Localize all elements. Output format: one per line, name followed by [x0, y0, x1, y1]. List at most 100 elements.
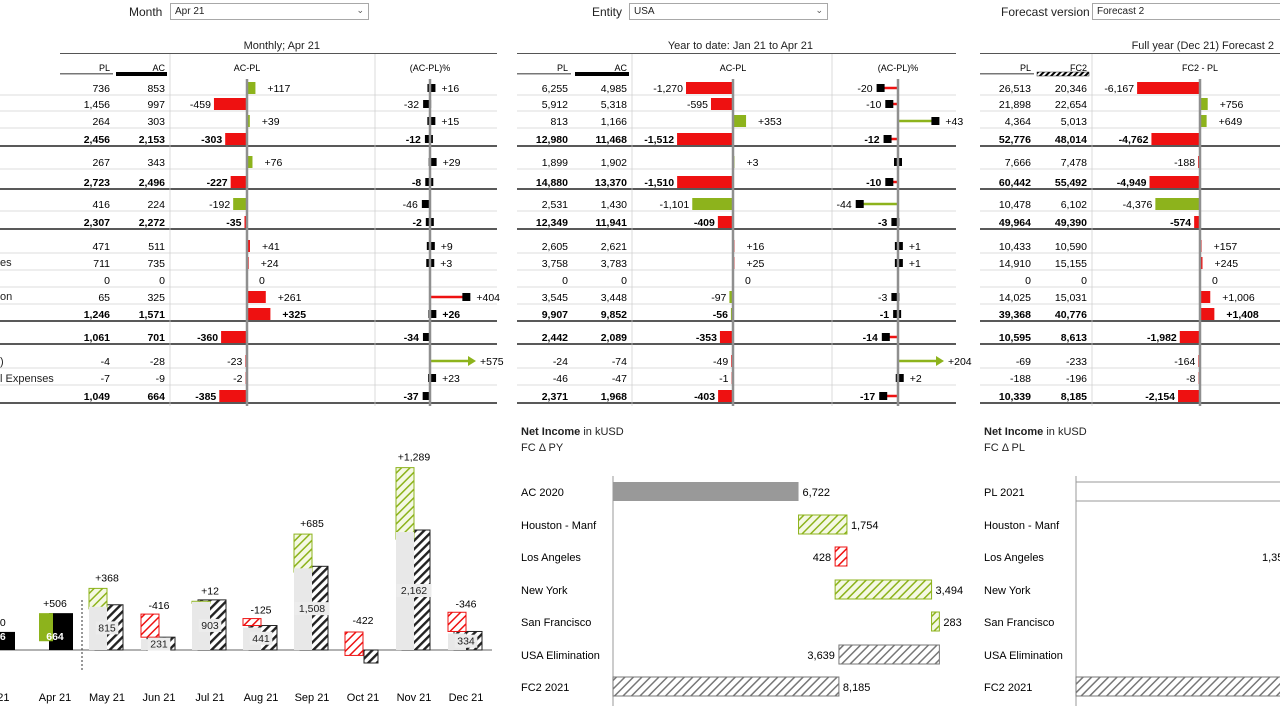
month-slicer[interactable]: Apr 21 ⌄ — [170, 3, 369, 20]
ac-value: 20,346 — [1055, 83, 1087, 95]
ac-value: 325 — [147, 292, 165, 304]
delta-label: -1 — [719, 373, 728, 385]
pl-marker — [980, 73, 1034, 75]
pct-label: -10 — [866, 99, 881, 111]
ac-value: 511 — [148, 241, 165, 253]
pct-arrowhead — [468, 356, 476, 366]
month-label: Oct 21 — [347, 692, 379, 704]
net-income-waterfall: AC 2020 6,722 Houston - Manf 1,754 Los Angel… — [521, 476, 963, 706]
delta-bar — [247, 308, 271, 320]
pct-label: +43 — [945, 116, 963, 128]
pl-value: 3,758 — [542, 258, 568, 270]
ac-bar — [0, 631, 15, 650]
delta-label: +353 — [758, 116, 782, 128]
delta-label: +506 — [43, 598, 67, 610]
waterfall-label: FC2 2021 — [984, 682, 1032, 694]
ac-value: 3,783 — [601, 258, 627, 270]
forecast-slicer[interactable]: Forecast 2 ⌄ — [1092, 3, 1280, 20]
waterfall-bar — [612, 676, 840, 697]
pl-marker — [517, 73, 571, 75]
waterfall-label: AC 2020 — [521, 487, 564, 499]
delta-label: +3 — [747, 157, 759, 169]
delta-bar — [677, 176, 733, 188]
variance-tables: PL AC AC-PL (AC-PL)% 736 853 +117 +16 1,456 997 -4… — [0, 54, 1280, 406]
delta-bar — [1200, 98, 1208, 110]
delta-bar — [247, 115, 250, 127]
waterfall-label: Houston - Manf — [984, 520, 1060, 532]
pct-pin-head — [422, 392, 431, 400]
pl-value: 3,545 — [542, 292, 568, 304]
delta-bar — [1200, 308, 1215, 320]
delta-label: -1,982 — [1147, 332, 1177, 344]
column-header-pct: (AC-PL)% — [410, 63, 451, 73]
pl-value: 26,513 — [999, 83, 1031, 95]
pl-value: 12,980 — [536, 134, 568, 146]
ac-value: 22,654 — [1055, 99, 1087, 111]
pl-value: -188 — [1010, 373, 1031, 385]
ac-value: 0 — [159, 275, 165, 287]
delta-label: -125 — [250, 605, 271, 617]
pl-value: 10,433 — [999, 241, 1031, 253]
pl-value: 0 — [562, 275, 568, 287]
waterfall-label: PL 2021 — [984, 487, 1025, 499]
pl-value: 10,595 — [999, 332, 1031, 344]
pl-value: 7,666 — [1005, 157, 1031, 169]
delta-label: 0 — [259, 275, 265, 287]
value-label: 815 — [98, 622, 116, 634]
net-income-waterfall-pl: PL 2021 Houston - Manf Los Angeles 1,35 New … — [984, 476, 1280, 706]
column-header-delta: AC-PL — [234, 63, 261, 73]
delta-bar — [219, 390, 247, 402]
delta-label: +157 — [1214, 241, 1238, 253]
pl-value: 0 — [1025, 275, 1031, 287]
column-header-ac: AC — [152, 63, 165, 73]
ac-value: 2,089 — [601, 332, 627, 344]
row-label: l Expenses — [0, 373, 54, 385]
value-label: 334 — [457, 636, 475, 648]
pl-value: 1,049 — [84, 391, 110, 403]
value-label: 664 — [46, 631, 64, 643]
delta-label: -56 — [713, 309, 728, 321]
delta-label: -35 — [226, 217, 241, 229]
chart-unit: in kUSD — [583, 426, 624, 438]
waterfall-value: 428 — [813, 552, 831, 564]
ac-value: 997 — [147, 99, 165, 111]
divider — [980, 53, 1280, 54]
ac-value: 3,448 — [601, 292, 627, 304]
delta-label: -1,510 — [644, 177, 674, 189]
variance-table: PL FC2 FC2 - PL 26,513 20,346 -6,167 21,898 22,… — [980, 54, 1280, 406]
value-label-bg — [454, 634, 478, 648]
value-label: 231 — [150, 639, 168, 651]
pl-value: 471 — [92, 241, 110, 253]
pl-value: 2,723 — [84, 177, 110, 189]
value-label: 2,162 — [401, 585, 427, 597]
ac-value: 11,468 — [595, 134, 627, 146]
value-label: 441 — [252, 633, 270, 645]
delta-label: +368 — [95, 572, 119, 584]
pl-value: 1,456 — [84, 99, 110, 111]
row-label: ) — [0, 356, 4, 368]
column-header-pl: PL — [99, 63, 110, 73]
entity-slicer[interactable]: USA ⌄ — [629, 3, 828, 20]
value-label: 903 — [201, 620, 219, 632]
fc-bar — [363, 649, 379, 664]
row-label: on — [0, 291, 13, 303]
delta-label: -459 — [190, 99, 211, 111]
waterfall-value: 283 — [943, 617, 961, 629]
pct-label: +16 — [441, 83, 459, 95]
column-header-fc2: FC2 — [1070, 63, 1087, 73]
delta-bar — [247, 291, 266, 303]
delta-label: +41 — [262, 241, 280, 253]
pct-label: -12 — [864, 134, 879, 146]
ac-value: 664 — [147, 391, 165, 403]
fc-marker — [1036, 71, 1090, 77]
pl-value: 65 — [98, 292, 110, 304]
pct-pin-head — [883, 135, 892, 143]
ac-value: 1,166 — [601, 116, 627, 128]
ac-value: 1,430 — [601, 199, 627, 211]
ac-value: 55,492 — [1055, 177, 1087, 189]
ac-value: 1,571 — [139, 309, 165, 321]
ac-value: 7,478 — [1061, 157, 1087, 169]
delta-bar — [1194, 216, 1200, 228]
ac-value: 2,153 — [139, 134, 165, 146]
waterfall-bar — [834, 579, 933, 600]
